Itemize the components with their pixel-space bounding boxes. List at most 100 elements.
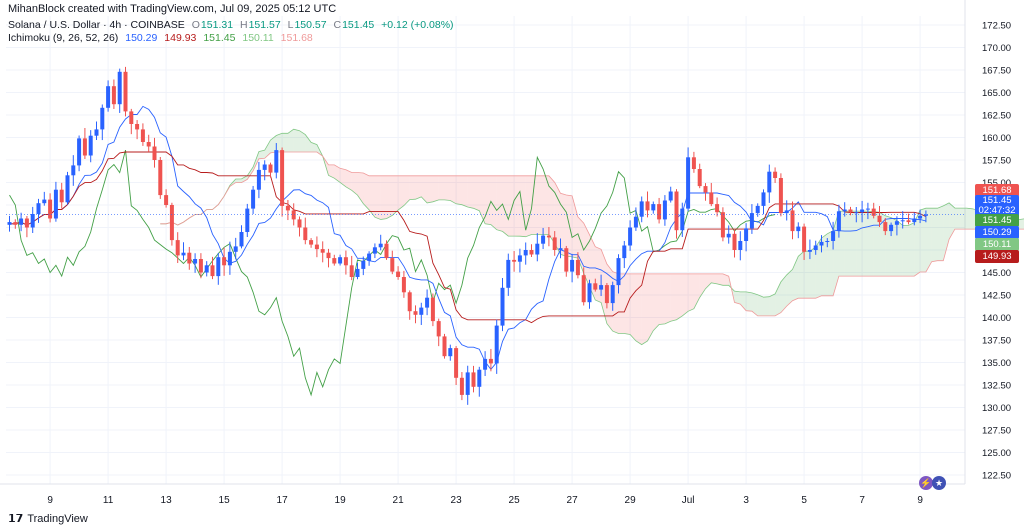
candle-body xyxy=(459,377,464,395)
candle-body xyxy=(894,221,899,225)
cloud-segment xyxy=(792,256,799,301)
price-tick-label: 170.00 xyxy=(982,43,1011,54)
price-tick-label: 135.00 xyxy=(982,358,1011,369)
candle-body xyxy=(738,241,743,250)
candle-body xyxy=(541,235,546,244)
cloud-segment xyxy=(746,291,752,312)
brand-name: TradingView xyxy=(27,513,88,525)
cloud-segment xyxy=(508,175,515,237)
cloud-segment xyxy=(415,175,422,200)
time-tick-label: 5 xyxy=(801,495,807,506)
price-tick-label: 162.50 xyxy=(982,111,1011,122)
cloud-segment xyxy=(873,211,880,277)
cloud-segment xyxy=(699,273,706,298)
cloud-segment xyxy=(670,273,677,322)
candle-body xyxy=(227,251,232,266)
candle-body xyxy=(610,285,615,304)
candle-body xyxy=(332,258,337,264)
cloud-segment xyxy=(827,230,834,296)
candle-body xyxy=(216,257,221,277)
cloud-segment xyxy=(659,273,665,325)
candle-body xyxy=(744,228,749,241)
candle-body xyxy=(732,233,737,250)
candle-body xyxy=(691,157,696,169)
cloud-segment xyxy=(815,238,822,299)
base-line xyxy=(9,151,927,324)
candle-body xyxy=(628,227,633,246)
candle-body xyxy=(198,259,203,273)
ichimoku-cloud xyxy=(166,129,1024,345)
candle-body xyxy=(326,252,331,259)
candle-body xyxy=(314,244,319,250)
indicator-legend[interactable]: Ichimoku (9, 26, 52, 26) 150.29 149.93 1… xyxy=(8,32,317,44)
cloud-segment xyxy=(467,175,474,209)
candle-body xyxy=(82,138,87,156)
candle-body xyxy=(71,165,76,176)
candle-body xyxy=(88,135,93,156)
lagging-span-line xyxy=(9,149,776,397)
cloud-segment xyxy=(862,211,868,277)
candle-body xyxy=(784,210,789,214)
cloud-segment xyxy=(340,168,346,187)
candle-body xyxy=(233,246,238,252)
candle-body xyxy=(796,226,801,232)
cloud-segment xyxy=(525,175,532,237)
cloud-segment xyxy=(786,269,793,307)
candle-body xyxy=(535,243,540,255)
chart-credit: MihanBlock created with TradingView.com,… xyxy=(8,3,337,15)
cloud-segment xyxy=(583,223,590,287)
candle-body xyxy=(390,258,395,272)
cloud-segment xyxy=(635,273,642,345)
price-tag-lagging: 151.45 xyxy=(975,214,1019,227)
candle-body xyxy=(500,287,505,326)
candle-body xyxy=(106,86,111,108)
candle-body xyxy=(639,201,644,217)
candle-body xyxy=(581,275,586,303)
candle-body xyxy=(372,247,377,254)
cloud-segment xyxy=(299,130,306,153)
price-tick-label: 125.00 xyxy=(982,448,1011,459)
candle-body xyxy=(587,283,592,303)
lightning-icon[interactable]: ⚡ xyxy=(919,476,933,490)
candle-body xyxy=(338,257,343,264)
cloud-segment xyxy=(328,164,335,179)
cloud-segment xyxy=(798,251,805,299)
price-tag-leading-a: 150.11 xyxy=(975,238,1019,251)
high-value: 151.57 xyxy=(248,19,281,31)
candle-body xyxy=(140,129,145,142)
candle-body xyxy=(883,222,888,232)
candle-body xyxy=(529,250,534,255)
change-value: +0.12 (+0.08%) xyxy=(381,19,454,31)
candle-body xyxy=(419,307,424,315)
cloud-segment xyxy=(850,211,857,277)
cloud-segment xyxy=(856,211,863,277)
candle-body xyxy=(297,219,302,228)
cloud-segment xyxy=(502,175,509,237)
candle-body xyxy=(164,195,169,205)
us-flag-icon[interactable]: ★ xyxy=(932,476,946,490)
cloud-segment xyxy=(548,175,555,244)
candle-body xyxy=(767,171,772,193)
symbol-legend[interactable]: Solana / U.S. Dollar · 4h · COINBASE O15… xyxy=(8,19,458,31)
candle-body xyxy=(129,111,134,124)
time-tick-label: 23 xyxy=(451,495,463,506)
candle-body xyxy=(7,222,12,225)
time-axis[interactable]: 9 11 13 15 17 19 21 23 25 27 29 Jul 3 5 7 9 xyxy=(47,495,923,506)
candle-body xyxy=(256,169,261,190)
tradingview-logo-icon: 𝟭𝟳 xyxy=(8,513,24,525)
cloud-segment xyxy=(954,208,961,230)
candle-body xyxy=(158,160,163,196)
time-tick-label: 9 xyxy=(47,495,53,506)
tradingview-branding[interactable]: 𝟭𝟳 TradingView xyxy=(8,512,88,525)
close-label: C xyxy=(333,19,342,31)
candle-body xyxy=(274,150,279,173)
cloud-segment xyxy=(676,273,683,320)
leading-span-b-value: 151.68 xyxy=(280,32,313,44)
cloud-segment xyxy=(380,175,387,220)
price-tick-label: 130.00 xyxy=(982,403,1011,414)
candle-body xyxy=(251,189,256,209)
price-tick-label: 172.50 xyxy=(982,21,1011,32)
cloud-segment xyxy=(363,172,370,210)
lagging-span-value: 151.45 xyxy=(203,32,236,44)
